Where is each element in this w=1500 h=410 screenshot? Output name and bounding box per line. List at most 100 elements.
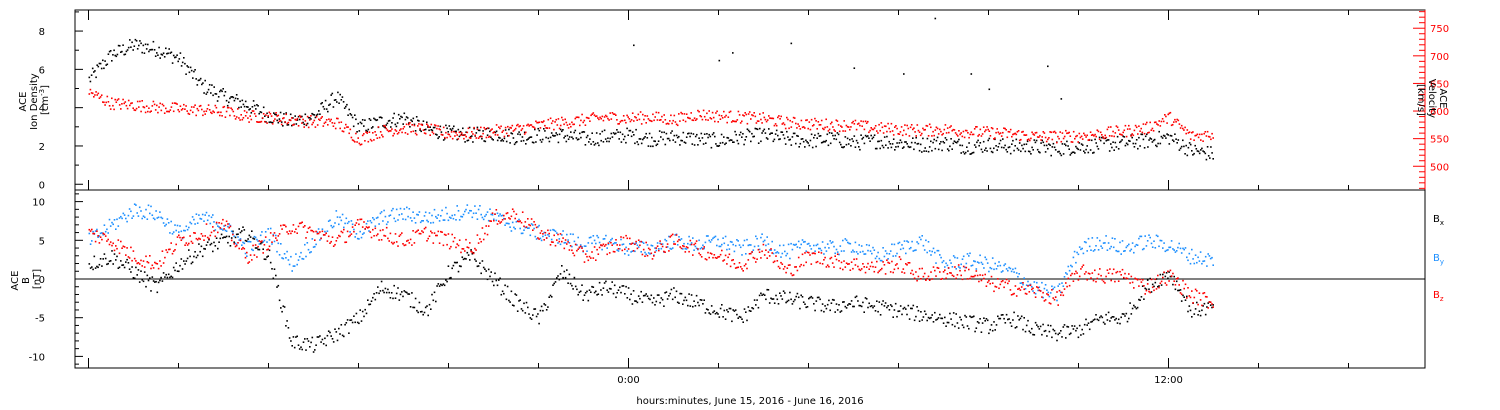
bx-point xyxy=(786,300,789,303)
bz-point xyxy=(794,266,796,268)
bz-point xyxy=(516,220,519,223)
velocity-point xyxy=(106,95,109,98)
velocity-point xyxy=(481,135,483,138)
bz-point xyxy=(656,245,659,247)
bz-point xyxy=(1121,268,1124,271)
by-point xyxy=(836,251,839,253)
bx-point xyxy=(865,298,868,300)
velocity-point xyxy=(103,101,105,104)
velocity-point xyxy=(985,129,987,131)
bx-point xyxy=(876,300,878,302)
density-point xyxy=(387,120,390,122)
density-point xyxy=(959,144,961,147)
velocity-point xyxy=(244,115,247,117)
by-point xyxy=(621,243,624,246)
by-point xyxy=(222,229,224,231)
by-point xyxy=(455,219,457,221)
bz-point xyxy=(136,262,138,265)
by-point xyxy=(175,229,177,232)
bz-point xyxy=(1104,282,1106,284)
by-point xyxy=(159,211,161,213)
bz-point xyxy=(608,252,611,254)
by-point xyxy=(750,244,752,246)
density-point xyxy=(966,146,968,148)
bx-point xyxy=(162,272,165,274)
bz-point xyxy=(1120,274,1122,276)
bz-point xyxy=(208,237,210,240)
density-point xyxy=(304,113,307,116)
density-point xyxy=(360,122,363,125)
bx-point xyxy=(441,284,443,287)
bz-point xyxy=(1041,296,1043,298)
velocity-point xyxy=(741,120,743,123)
bz-point xyxy=(123,246,126,248)
by-point xyxy=(864,253,867,255)
density-point xyxy=(932,141,934,144)
density-point xyxy=(703,133,706,135)
by-point xyxy=(1005,268,1008,270)
bz-point xyxy=(1083,273,1086,275)
by-point xyxy=(407,215,409,218)
velocity-point xyxy=(493,131,496,133)
density-point xyxy=(717,145,719,147)
velocity-point xyxy=(729,110,732,113)
bx-point xyxy=(649,298,651,301)
density-point xyxy=(554,134,556,137)
bx-point xyxy=(523,302,525,305)
density-point xyxy=(646,137,649,139)
density-point xyxy=(302,121,304,124)
by-point xyxy=(106,228,108,231)
by-point xyxy=(790,242,792,245)
bz-point xyxy=(164,256,166,259)
bx-point xyxy=(233,241,235,243)
bz-point xyxy=(556,239,558,241)
bz-point xyxy=(504,218,506,220)
bx-point xyxy=(1031,327,1033,330)
density-point xyxy=(1179,147,1182,150)
bz-point xyxy=(999,283,1002,286)
by-point xyxy=(261,231,263,233)
bx-point xyxy=(886,306,888,309)
bz-point xyxy=(278,233,281,235)
density-point xyxy=(1032,149,1034,151)
bz-point xyxy=(230,239,233,242)
by-point xyxy=(961,258,964,260)
velocity-point xyxy=(154,109,157,111)
bz-point xyxy=(225,220,228,223)
bz-point xyxy=(534,223,537,226)
velocity-point xyxy=(104,104,106,106)
density-point xyxy=(149,49,151,51)
bz-point xyxy=(393,241,395,244)
bz-point xyxy=(149,255,151,257)
velocity-point xyxy=(468,136,471,139)
bz-point xyxy=(714,256,717,259)
by-point xyxy=(417,214,419,216)
velocity-point xyxy=(889,130,892,133)
bz-point xyxy=(435,234,437,237)
density-point xyxy=(643,137,645,139)
velocity-point xyxy=(391,128,393,130)
bx-point xyxy=(285,325,287,327)
bx-point xyxy=(453,261,456,264)
density-point xyxy=(469,135,472,138)
density-point xyxy=(868,137,870,139)
velocity-point xyxy=(1007,130,1010,133)
bx-point xyxy=(558,278,561,281)
bz-point xyxy=(1085,271,1087,273)
bx-point xyxy=(248,234,251,237)
by-point xyxy=(457,210,460,212)
bz-point xyxy=(737,266,739,269)
density-point xyxy=(188,71,191,74)
bx-point xyxy=(1056,339,1058,342)
by-point xyxy=(301,257,303,260)
density-point xyxy=(1174,133,1176,135)
velocity-point xyxy=(895,125,897,127)
density-point xyxy=(543,128,545,130)
bz-point xyxy=(605,243,607,246)
by-point xyxy=(871,252,873,255)
by-point xyxy=(954,256,956,259)
by-point xyxy=(865,244,868,246)
density-point xyxy=(373,117,375,120)
velocity-point xyxy=(1198,133,1201,136)
